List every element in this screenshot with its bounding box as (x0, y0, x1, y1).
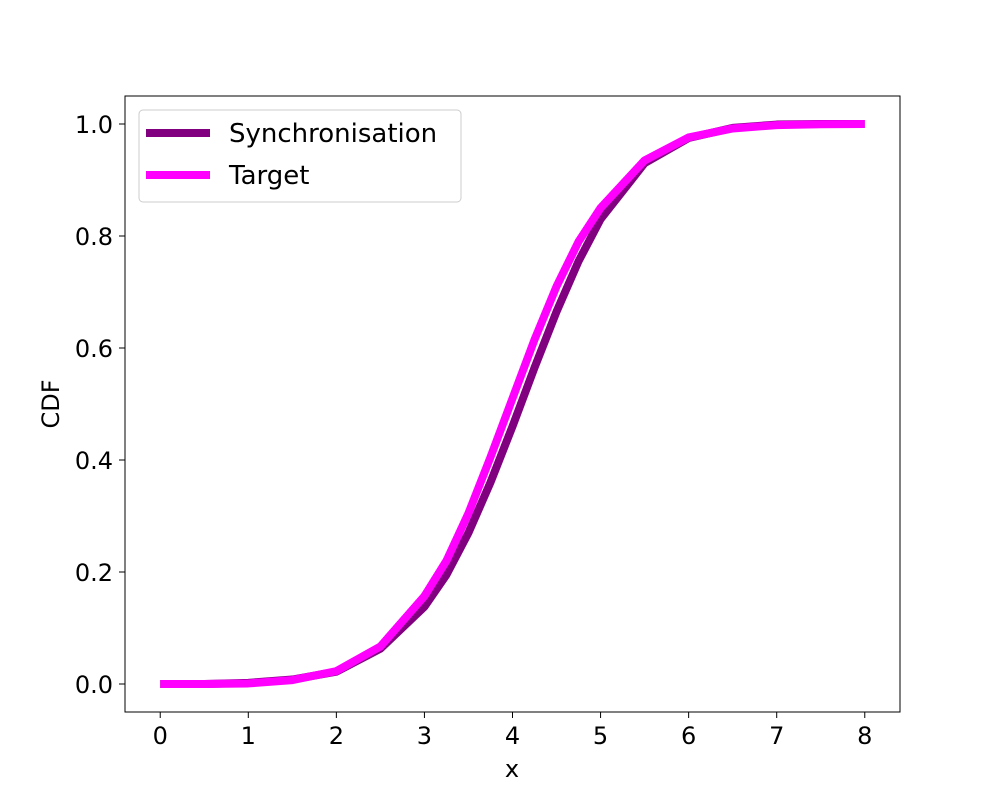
y-tick-label: 0.6 (75, 335, 113, 363)
legend-box (138, 109, 462, 203)
axes-layer: 0 1 2 3 4 5 6 7 8 0.0 0.2 0.4 0.6 0.8 1.0 (75, 95, 901, 750)
legend-label-target: Target (228, 161, 309, 191)
y-tick-label: 0.4 (75, 447, 113, 475)
x-axis-label: x (505, 755, 519, 783)
x-tick-label: 4 (505, 722, 520, 750)
y-tick-label: 0.0 (75, 671, 113, 699)
x-tick-label: 1 (241, 722, 256, 750)
series-line-target (160, 120, 865, 688)
legend-label-synchronisation: Synchronisation (229, 119, 437, 149)
x-tick-label: 8 (857, 722, 872, 750)
x-tick-label: 0 (153, 722, 168, 750)
legend: Synchronisation Target (138, 109, 462, 203)
x-tick-label: 5 (593, 722, 608, 750)
y-tick-label: 1.0 (75, 111, 113, 139)
y-axis-label: CDF (37, 379, 65, 428)
y-tick-label: 0.2 (75, 559, 113, 587)
x-tick-label: 6 (681, 722, 696, 750)
x-tick-label: 3 (417, 722, 432, 750)
x-tick-label: 2 (329, 722, 344, 750)
y-tick-label: 0.8 (75, 223, 113, 251)
x-tick-label: 7 (769, 722, 784, 750)
series-layer (160, 120, 865, 688)
